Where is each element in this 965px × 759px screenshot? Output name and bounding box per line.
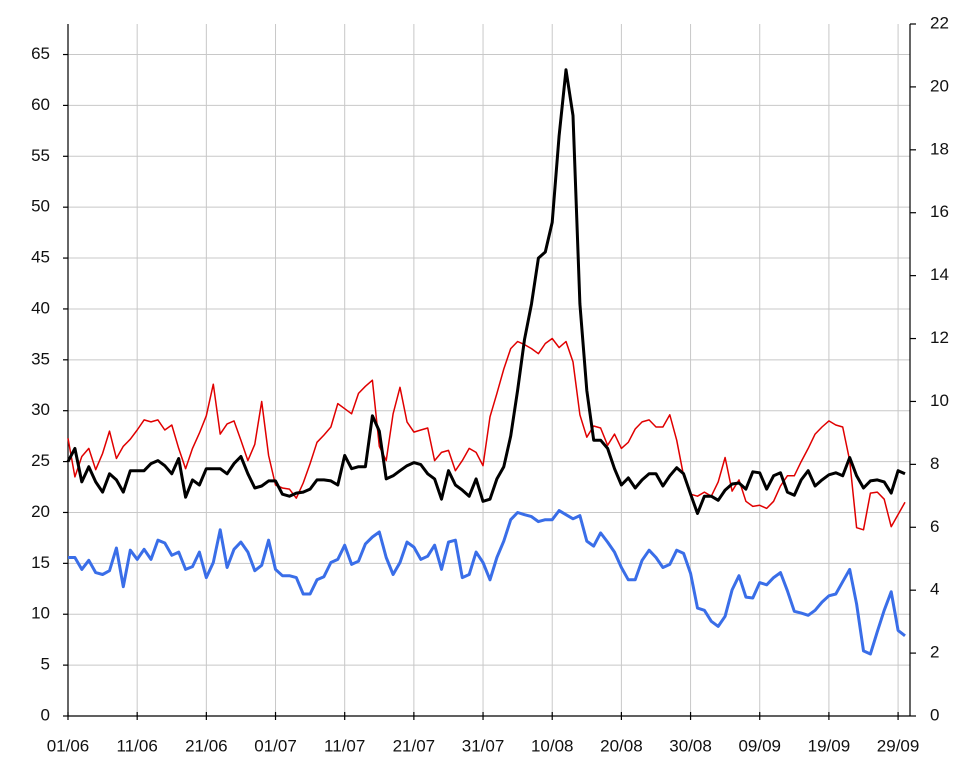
y-tick-label: 50	[31, 197, 50, 216]
x-tick-label: 10/08	[531, 736, 574, 755]
y2-tick-label: 6	[930, 517, 939, 536]
y-tick-label: 25	[31, 451, 50, 470]
x-tick-label: 09/09	[738, 736, 781, 755]
y-tick-label: 45	[31, 248, 50, 267]
y-tick-label: 0	[41, 705, 50, 724]
x-tick-label: 11/07	[324, 736, 365, 755]
y-tick-label: 55	[31, 146, 50, 165]
y2-tick-label: 12	[930, 328, 949, 347]
y2-tick-label: 2	[930, 643, 939, 662]
series-line	[66, 68, 906, 515]
y-tick-label: 35	[31, 349, 50, 368]
x-tick-label: 21/07	[393, 736, 436, 755]
y2-tick-label: 22	[930, 13, 949, 32]
series-line	[68, 509, 906, 656]
x-tick-label: 21/06	[185, 736, 228, 755]
y2-tick-label: 14	[930, 265, 949, 284]
y2-tick-label: 8	[930, 454, 939, 473]
y-tick-label: 10	[31, 604, 50, 623]
x-tick-label: 11/06	[117, 736, 158, 755]
y-tick-label: 40	[31, 298, 50, 317]
y2-tick-label: 18	[930, 139, 949, 158]
x-tick-label: 01/06	[47, 736, 90, 755]
y2-tick-label: 20	[930, 76, 949, 95]
x-tick-label: 29/09	[877, 736, 920, 755]
y-tick-label: 15	[31, 553, 50, 572]
x-tick-label: 19/09	[808, 736, 851, 755]
y2-tick-label: 4	[930, 580, 939, 599]
y-tick-label: 5	[41, 655, 50, 674]
y-tick-label: 20	[31, 502, 50, 521]
x-tick-label: 31/07	[462, 736, 505, 755]
y-tick-label: 60	[31, 95, 50, 114]
y2-tick-label: 10	[930, 391, 949, 410]
y2-tick-label: 16	[930, 202, 949, 221]
y2-tick-label: 0	[930, 705, 939, 724]
series-line	[67, 337, 906, 531]
x-tick-label: 20/08	[600, 736, 643, 755]
y-tick-label: 65	[31, 44, 50, 63]
y-tick-label: 30	[31, 400, 50, 419]
x-tick-label: 30/08	[669, 736, 712, 755]
x-tick-label: 01/07	[254, 736, 297, 755]
